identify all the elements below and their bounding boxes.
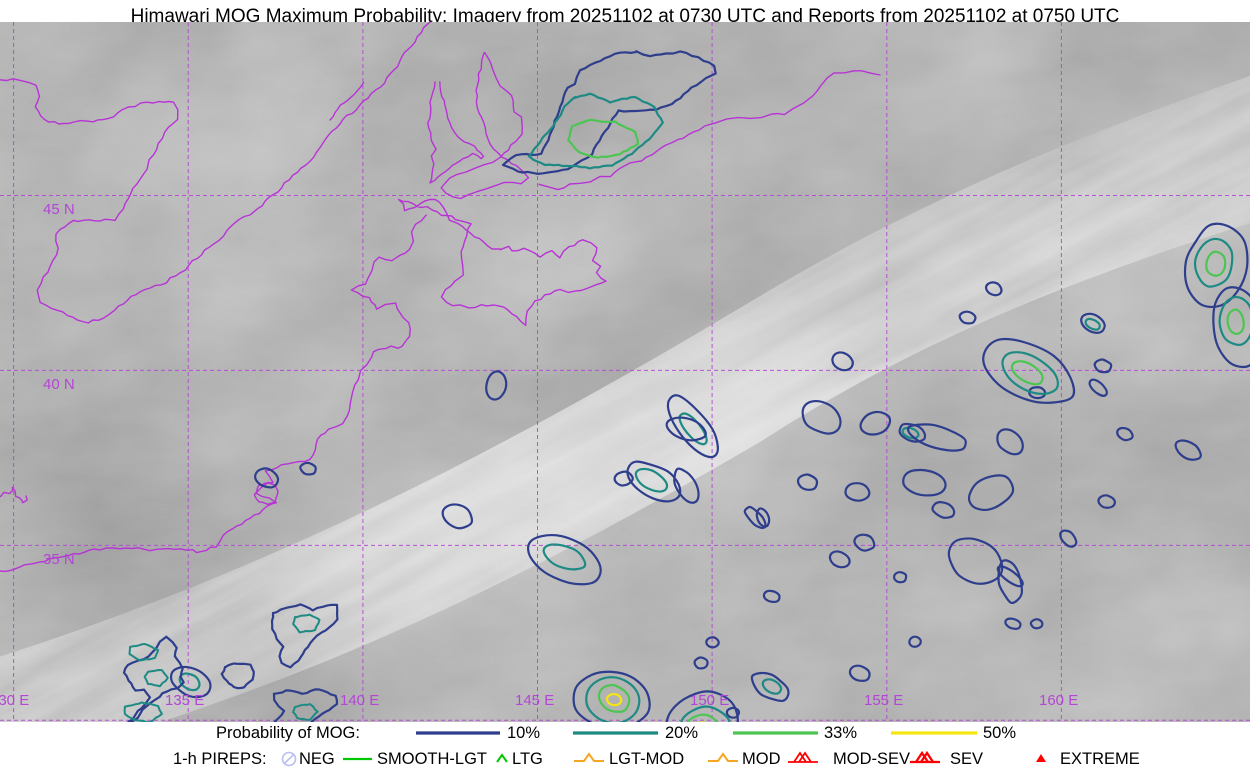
svg-text:1-h PIREPS:: 1-h PIREPS:	[173, 750, 267, 768]
svg-text:145 E: 145 E	[515, 692, 554, 709]
svg-text:150 E: 150 E	[690, 692, 729, 709]
svg-text:LTG: LTG	[512, 750, 543, 768]
svg-text:MOD-SEV: MOD-SEV	[833, 750, 910, 768]
svg-text:33%: 33%	[824, 724, 857, 742]
svg-text:EXTREME: EXTREME	[1060, 750, 1140, 768]
svg-text:LGT-MOD: LGT-MOD	[609, 750, 684, 768]
svg-text:160 E: 160 E	[1039, 692, 1078, 709]
svg-text:MOD: MOD	[742, 750, 781, 768]
svg-text:140 E: 140 E	[340, 692, 379, 709]
svg-text:40 N: 40 N	[43, 376, 75, 393]
svg-text:155 E: 155 E	[864, 692, 903, 709]
svg-text:Probability of MOG:: Probability of MOG:	[216, 724, 360, 742]
svg-text:10%: 10%	[507, 724, 540, 742]
svg-text:20%: 20%	[665, 724, 698, 742]
svg-text:NEG: NEG	[299, 750, 335, 768]
svg-text:SEV: SEV	[950, 750, 983, 768]
svg-text:135 E: 135 E	[165, 692, 204, 709]
svg-text:130 E: 130 E	[0, 692, 29, 709]
svg-text:45 N: 45 N	[43, 201, 75, 218]
svg-text:50%: 50%	[983, 724, 1016, 742]
svg-text:SMOOTH-LGT: SMOOTH-LGT	[377, 750, 487, 768]
svg-text:35 N: 35 N	[43, 551, 75, 568]
